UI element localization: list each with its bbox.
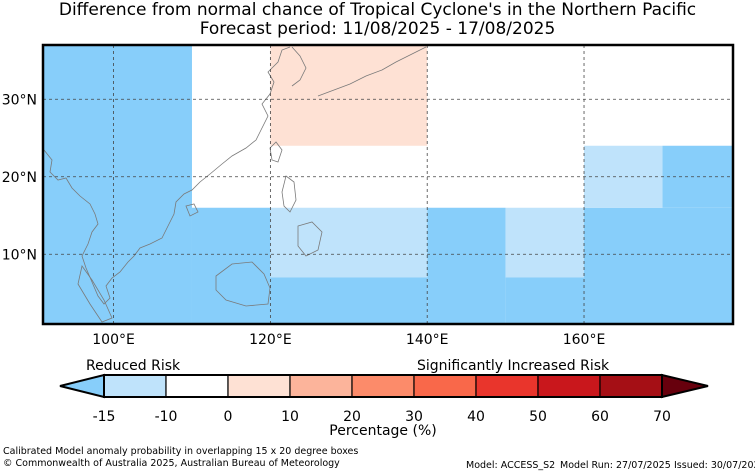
increased-risk-label: Significantly Increased Risk (417, 358, 610, 374)
latitude-tick-label: 30°N (2, 92, 37, 108)
colorbar-tick-label: -15 (93, 409, 116, 425)
latitude-tick-label: 20°N (2, 170, 37, 186)
colorbar-segment (351, 374, 415, 398)
colorbar: -15 -10 0 10 20 30 40 50 60 70 Reduced Risk Signifi… (59, 358, 709, 439)
colorbar-segment (289, 374, 353, 398)
probability-box (270, 45, 428, 146)
footer-copyright: © Commonwealth of Australia 2025, Austra… (3, 458, 340, 469)
probability-box (270, 277, 428, 324)
colorbar-tick-label: 10 (281, 409, 299, 425)
coastline-hainan (185, 203, 199, 217)
coastline-mindanao (297, 221, 323, 257)
footer-description: Calibrated Model anomaly probability in … (3, 446, 359, 457)
probability-box (427, 207, 506, 324)
probability-box (505, 277, 585, 324)
footer-issued: Issued: 30/07/2025 (674, 460, 755, 471)
reduced-risk-label: Reduced Risk (86, 358, 181, 374)
colorbar-tick-label: 0 (224, 409, 233, 425)
coastline-japan (317, 46, 427, 97)
colorbar-segment (413, 374, 477, 398)
map-title: Difference from normal chance of Tropica… (58, 0, 697, 20)
colorbar-tick-label: -10 (155, 409, 178, 425)
coastline-sumatra (77, 265, 113, 323)
coastline-luzon (281, 175, 297, 213)
coastline-taiwan (269, 141, 283, 163)
map-frame (41, 43, 735, 326)
colorbar-axis-label: Percentage (%) (329, 423, 436, 439)
colorbar-segment (103, 374, 167, 398)
graticule (43, 45, 733, 324)
colorbar-segment (475, 374, 539, 398)
axis-ticks: 100°E 120°E 140°E 160°E 30°N 20°N 10°N (2, 92, 606, 348)
colorbar-tick-label: 40 (467, 409, 485, 425)
colorbar-segment (599, 374, 663, 398)
latitude-tick-label: 10°N (2, 247, 37, 263)
probability-box (43, 45, 192, 324)
colorbar-min-arrow (59, 373, 105, 399)
coastline-mainland-asia (43, 46, 291, 305)
probability-box (191, 207, 271, 324)
probability-box (584, 207, 733, 324)
colorbar-outline (103, 374, 663, 398)
colorbar-tick-label: 60 (591, 409, 609, 425)
colorbar-segment (227, 374, 291, 398)
colorbar-segment (165, 374, 229, 398)
probability-box (505, 207, 585, 278)
colorbar-tick-label: 20 (343, 409, 361, 425)
longitude-tick-label: 140°E (406, 332, 449, 348)
probability-boxes (43, 45, 733, 324)
coastline-korea (291, 46, 307, 87)
colorbar-tick-label: 50 (529, 409, 547, 425)
longitude-tick-label: 100°E (92, 332, 135, 348)
forecast-period: Forecast period: 11/08/2025 - 17/08/2025 (199, 19, 556, 39)
colorbar-tick-label: 70 (653, 409, 671, 425)
colorbar-tick-label: 30 (405, 409, 423, 425)
footer-model-run: Model Run: 27/07/2025 (560, 460, 671, 471)
footer-model: Model: ACCESS_S2 (466, 460, 556, 471)
colorbar-max-arrow (661, 373, 709, 399)
colorbar-segment (537, 374, 601, 398)
coastline-borneo (215, 261, 271, 307)
longitude-tick-label: 160°E (563, 332, 606, 348)
longitude-tick-label: 120°E (249, 332, 292, 348)
probability-box (270, 207, 428, 278)
coastlines (43, 46, 427, 323)
